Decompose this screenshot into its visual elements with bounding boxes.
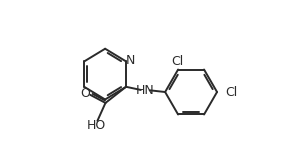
Text: HO: HO <box>87 119 106 132</box>
Text: HN: HN <box>135 84 154 97</box>
Text: N: N <box>125 54 135 67</box>
Text: Cl: Cl <box>226 85 238 99</box>
Text: Cl: Cl <box>171 55 183 68</box>
Text: O: O <box>80 87 90 100</box>
